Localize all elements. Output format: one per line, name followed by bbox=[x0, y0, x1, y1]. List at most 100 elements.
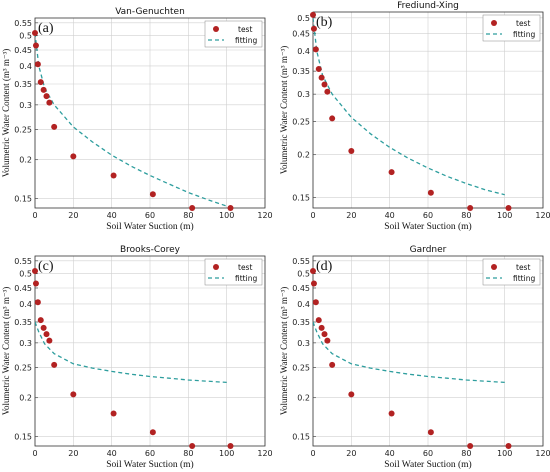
y-tick-label: 0.45 bbox=[292, 30, 310, 39]
y-tick-label: 0.3 bbox=[19, 101, 32, 110]
test-point bbox=[51, 361, 58, 368]
y-tick-label: 0.15 bbox=[14, 433, 32, 442]
test-point bbox=[37, 79, 44, 86]
legend-test-label: test bbox=[516, 263, 530, 272]
x-axis-label: Soil Water Suction (m) bbox=[106, 459, 193, 470]
test-point bbox=[427, 429, 434, 436]
y-tick-label: 0.4 bbox=[19, 300, 32, 309]
test-point bbox=[315, 66, 322, 73]
y-tick-label: 0.55 bbox=[292, 257, 310, 266]
legend-box bbox=[204, 20, 263, 48]
test-point bbox=[321, 81, 328, 88]
test-point bbox=[348, 391, 355, 398]
x-axis-label: Soil Water Suction (m) bbox=[384, 459, 471, 470]
test-point bbox=[189, 205, 196, 211]
test-point bbox=[505, 205, 512, 211]
test-point bbox=[505, 443, 512, 449]
x-axis-label: Soil Water Suction (m) bbox=[384, 221, 471, 232]
chart-title: Brooks-Corey bbox=[120, 245, 181, 255]
x-tick-label: 80 bbox=[183, 449, 193, 458]
x-axis-label: Soil Water Suction (m) bbox=[106, 221, 193, 232]
test-point bbox=[32, 280, 39, 287]
test-point bbox=[37, 317, 44, 324]
test-point bbox=[312, 299, 319, 306]
y-tick-label: 0.35 bbox=[14, 318, 32, 327]
y-tick-label: 0.4 bbox=[297, 300, 310, 309]
test-point bbox=[149, 191, 156, 198]
test-point bbox=[324, 88, 331, 95]
x-tick-label: 60 bbox=[145, 449, 155, 458]
x-tick-label: 120 bbox=[257, 211, 272, 220]
x-tick-label: 20 bbox=[68, 449, 78, 458]
y-tick-label: 0.3 bbox=[19, 339, 32, 348]
test-point bbox=[110, 172, 117, 179]
legend: test fitting bbox=[482, 14, 541, 42]
test-point bbox=[348, 148, 355, 155]
test-point bbox=[329, 115, 336, 122]
x-tick-label: 100 bbox=[497, 449, 512, 458]
x-tick-label: 120 bbox=[535, 449, 550, 458]
y-axis-label: Volumetric Water Content (m³ m⁻³) bbox=[279, 287, 289, 416]
test-point bbox=[312, 46, 319, 53]
test-point bbox=[318, 74, 325, 81]
test-point bbox=[467, 205, 474, 211]
x-tick-label: 100 bbox=[219, 449, 234, 458]
test-point bbox=[315, 317, 322, 324]
test-point bbox=[321, 331, 328, 338]
y-tick-label: 0.45 bbox=[14, 46, 32, 55]
y-tick-label: 0.35 bbox=[292, 318, 310, 327]
test-point bbox=[227, 443, 234, 449]
x-tick-label: 40 bbox=[107, 211, 117, 220]
y-tick-label: 0.25 bbox=[14, 364, 32, 373]
legend: test fitting bbox=[482, 258, 541, 286]
x-tick-label: 60 bbox=[423, 449, 433, 458]
y-tick-label: 0.25 bbox=[292, 117, 310, 126]
axes-frame bbox=[34, 255, 266, 447]
y-tick-label: 0.55 bbox=[14, 19, 32, 28]
test-point bbox=[324, 337, 331, 344]
x-tick-label: 0 bbox=[32, 449, 37, 458]
x-tick-label: 0 bbox=[32, 211, 37, 220]
y-axis-label: Volumetric Water Content (m³ m⁻³) bbox=[1, 287, 11, 416]
test-point bbox=[318, 324, 325, 331]
legend-test-marker bbox=[213, 26, 219, 32]
y-tick-label: 0.4 bbox=[19, 62, 32, 71]
y-tick-label: 0.4 bbox=[297, 47, 310, 56]
y-tick-label: 0.3 bbox=[297, 90, 310, 99]
test-point bbox=[46, 337, 53, 344]
x-tick-label: 0 bbox=[310, 211, 315, 220]
y-tick-label: 0.15 bbox=[292, 433, 310, 442]
panel-label: (c) bbox=[38, 259, 54, 274]
test-point bbox=[34, 299, 41, 306]
test-point bbox=[43, 331, 50, 338]
legend-box bbox=[482, 258, 541, 286]
axes-frame bbox=[34, 17, 266, 209]
legend: test fitting bbox=[204, 258, 263, 286]
test-point bbox=[34, 61, 41, 68]
test-point bbox=[467, 443, 474, 449]
x-tick-label: 40 bbox=[385, 449, 395, 458]
test-point bbox=[388, 410, 395, 417]
y-tick-label: 0.35 bbox=[14, 80, 32, 89]
y-tick-label: 0.5 bbox=[297, 270, 310, 279]
y-tick-label: 0.2 bbox=[19, 394, 32, 403]
y-tick-label: 0.5 bbox=[19, 270, 32, 279]
y-tick-label: 0.25 bbox=[14, 126, 32, 135]
x-tick-label: 20 bbox=[346, 211, 356, 220]
test-point bbox=[70, 153, 77, 160]
x-tick-label: 20 bbox=[346, 449, 356, 458]
y-tick-label: 0.15 bbox=[14, 195, 32, 204]
legend-test-label: test bbox=[238, 25, 252, 34]
test-point bbox=[310, 280, 317, 287]
legend-fitting-label: fitting bbox=[235, 274, 257, 283]
test-point bbox=[40, 324, 47, 331]
y-axis-label: Volumetric Water Content (m³ m⁻³) bbox=[1, 49, 11, 178]
x-tick-label: 0 bbox=[310, 449, 315, 458]
test-point bbox=[227, 205, 234, 211]
y-tick-label: 0.35 bbox=[292, 67, 310, 76]
legend: test fitting bbox=[204, 20, 263, 48]
x-tick-label: 60 bbox=[145, 211, 155, 220]
legend-test-marker bbox=[491, 264, 497, 270]
y-tick-label: 0.15 bbox=[292, 194, 310, 203]
